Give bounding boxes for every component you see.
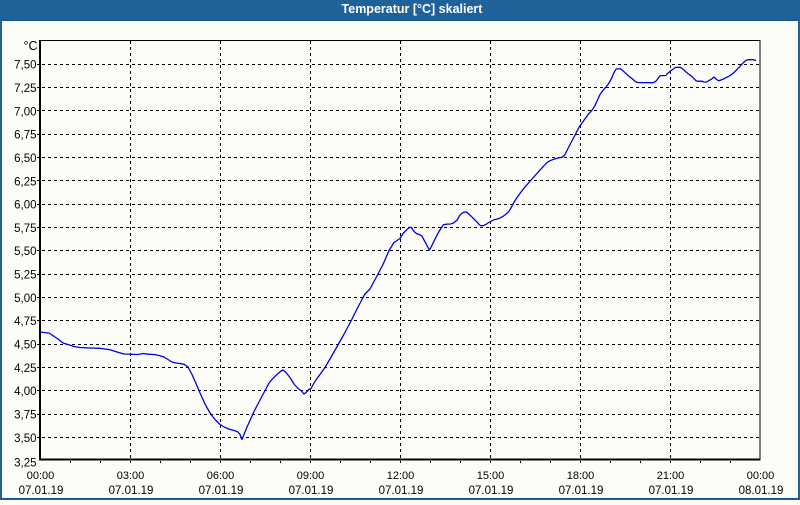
svg-text:09:00: 09:00 bbox=[297, 470, 325, 482]
svg-text:06:00: 06:00 bbox=[207, 470, 235, 482]
svg-text:07.01.19: 07.01.19 bbox=[379, 485, 424, 497]
svg-text:5,25: 5,25 bbox=[14, 270, 36, 282]
svg-text:6,50: 6,50 bbox=[14, 153, 36, 165]
svg-text:00:00: 00:00 bbox=[27, 470, 55, 482]
svg-text:°C: °C bbox=[23, 39, 37, 53]
svg-text:6,25: 6,25 bbox=[14, 176, 36, 188]
svg-text:6,75: 6,75 bbox=[14, 130, 36, 142]
svg-text:07.01.19: 07.01.19 bbox=[109, 485, 154, 497]
svg-text:00:00: 00:00 bbox=[747, 470, 775, 482]
svg-text:18:00: 18:00 bbox=[567, 470, 595, 482]
svg-text:07.01.19: 07.01.19 bbox=[199, 485, 244, 497]
svg-text:6,00: 6,00 bbox=[14, 200, 36, 212]
svg-text:07.01.19: 07.01.19 bbox=[649, 485, 694, 497]
svg-text:5,00: 5,00 bbox=[14, 293, 36, 305]
svg-text:7,00: 7,00 bbox=[14, 106, 36, 118]
svg-text:4,25: 4,25 bbox=[14, 363, 36, 375]
svg-text:21:00: 21:00 bbox=[657, 470, 685, 482]
svg-text:07.01.19: 07.01.19 bbox=[469, 485, 514, 497]
svg-text:07.01.19: 07.01.19 bbox=[559, 485, 604, 497]
svg-text:5,50: 5,50 bbox=[14, 246, 36, 258]
svg-text:4,50: 4,50 bbox=[14, 340, 36, 352]
svg-text:5,75: 5,75 bbox=[14, 223, 36, 235]
svg-text:4,75: 4,75 bbox=[14, 316, 36, 328]
svg-text:08.01.19: 08.01.19 bbox=[739, 485, 784, 497]
svg-text:07.01.19: 07.01.19 bbox=[19, 485, 64, 497]
svg-text:7,50: 7,50 bbox=[14, 60, 36, 72]
svg-text:3,75: 3,75 bbox=[14, 410, 36, 422]
svg-text:3,50: 3,50 bbox=[14, 433, 36, 445]
svg-text:03:00: 03:00 bbox=[117, 470, 145, 482]
svg-text:15:00: 15:00 bbox=[477, 470, 505, 482]
svg-text:4,00: 4,00 bbox=[14, 386, 36, 398]
svg-text:3,25: 3,25 bbox=[14, 457, 36, 469]
svg-text:07.01.19: 07.01.19 bbox=[289, 485, 334, 497]
svg-text:7,25: 7,25 bbox=[14, 83, 36, 95]
svg-text:12:00: 12:00 bbox=[387, 470, 415, 482]
